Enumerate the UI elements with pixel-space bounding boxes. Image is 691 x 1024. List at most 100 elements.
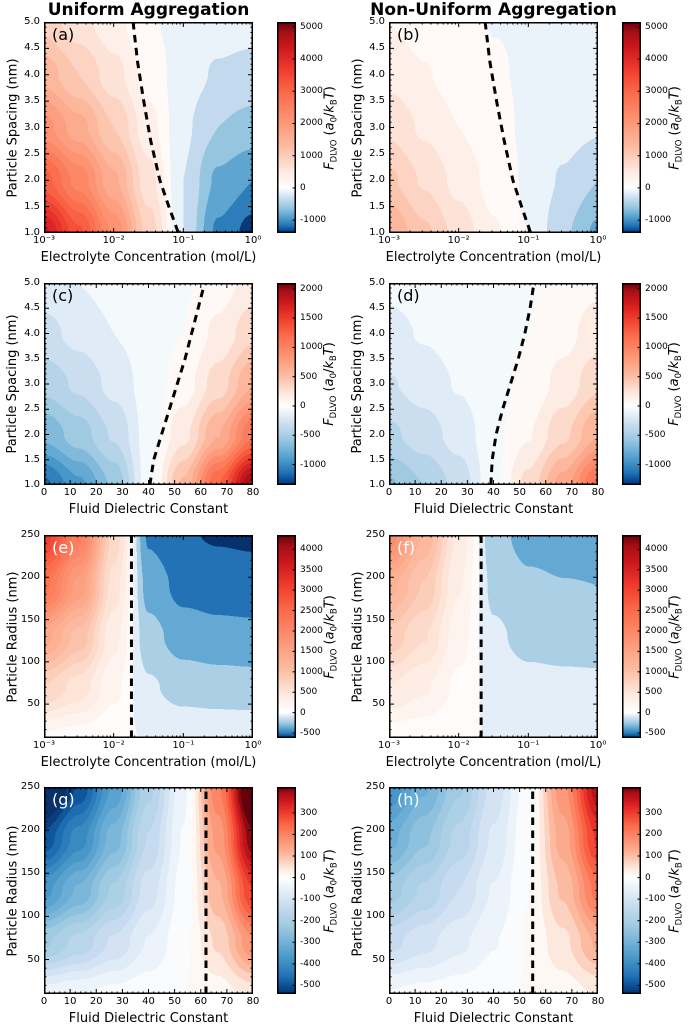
panel-h-x-tick-label: 20 — [434, 996, 448, 1007]
panel-g-x-axis-label: Fluid Dielectric Constant — [68, 1011, 229, 1024]
panel-c-colorbar-canvas — [277, 283, 296, 485]
panel-b-letter: (b) — [397, 25, 420, 44]
panel-e-y-tick-label: 50 — [27, 698, 40, 710]
panel-b-colorbar-tick-label: 1000 — [645, 150, 668, 161]
colorbar-label-italic-segment: F — [667, 161, 682, 170]
panel-c-colorbar-tick-label: 0 — [300, 400, 306, 411]
panel-a-x-tick-label: 10⁰ — [244, 235, 262, 246]
panel-f-y-tick-label: 50 — [372, 698, 385, 710]
panel-a-y-tick-label: 4.0 — [24, 68, 40, 80]
panel-f-x-tick-label: 10⁻¹ — [517, 740, 540, 751]
panel-g-colorbar-tick-label: -400 — [300, 958, 321, 969]
colorbar-label-italic-segment: F — [667, 924, 682, 933]
panel-h-heatmap-canvas — [389, 787, 598, 994]
colorbar-label-subscript-segment: 0 — [329, 625, 339, 631]
column-title-nonuniform: Non-Uniform Aggregation — [370, 0, 617, 20]
panel-f-colorbar-label: FDLVO (a0/kBT) — [667, 535, 684, 738]
panel-c-colorbar-label: FDLVO (a0/kBT) — [322, 283, 339, 485]
panel-c-x-tick-label: 70 — [220, 487, 234, 498]
colorbar-label-italic-segment: F — [322, 924, 337, 933]
colorbar-label-text-segment: ( — [322, 638, 337, 649]
panel-a-colorbar-tick-label: 5000 — [300, 21, 323, 32]
panel-b-colorbar-tick-label: -1000 — [645, 215, 672, 226]
panel-b-colorbar-tick-label: 0 — [645, 182, 651, 193]
panel-g-heatmap-canvas — [44, 787, 253, 994]
panel-f-colorbar-tick-label: -500 — [645, 728, 666, 739]
panel-d-x-axis-label: Fluid Dielectric Constant — [413, 502, 574, 517]
panel-g-colorbar-canvas — [277, 787, 296, 994]
colorbar-label-text-segment: / — [667, 368, 682, 373]
panel-d-y-tick-label: 3.0 — [369, 378, 385, 389]
panel-b-x-tick-label: 10⁻¹ — [517, 235, 540, 246]
panel-g-y-tick-label: 50 — [27, 953, 40, 965]
colorbar-label-subscript-segment: DLVO — [329, 648, 339, 671]
panel-c-x-tick-label: 80 — [246, 487, 260, 498]
panel-d-x-tick-label: 0 — [385, 487, 393, 498]
colorbar-label-text-segment: ) — [322, 594, 337, 600]
panel-g-colorbar-tick-label: 300 — [300, 807, 318, 818]
panel-d-colorbar-tick-label: -500 — [645, 430, 666, 441]
panel-d-colorbar-canvas — [622, 283, 641, 485]
panel-h-colorbar-tick-label: -200 — [645, 915, 666, 926]
panel-e-colorbar-tick-label: 3500 — [300, 564, 323, 575]
panel-a-colorbar-canvas — [277, 22, 296, 233]
colorbar-label-subscript-segment: DLVO — [329, 395, 339, 419]
panel-g-x-tick-label: 70 — [220, 996, 234, 1007]
panel-e-y-tick-label: 250 — [20, 529, 40, 540]
panel-h-x-tick-label: 40 — [487, 996, 500, 1007]
colorbar-label-text-segment: / — [322, 621, 337, 626]
colorbar-label-italic-segment: a — [322, 378, 337, 387]
colorbar-label-text-segment: / — [667, 621, 682, 626]
colorbar-label-text-segment: ) — [322, 85, 337, 91]
panel-b-colorbar-tick-label: 5000 — [645, 21, 668, 32]
panel-g-colorbar-tick-label: -200 — [300, 915, 321, 926]
panel-b-y-tick-label: 5.0 — [369, 16, 385, 27]
colorbar-label-italic-segment: k — [667, 613, 682, 622]
panel-g-x-tick-label: 10 — [63, 996, 77, 1007]
panel-e-colorbar-tick-label: 0 — [300, 707, 306, 718]
panel-e-colorbar-tick-label: -500 — [300, 728, 321, 739]
panel-g-colorbar-tick-label: -500 — [300, 980, 321, 991]
panel-b-colorbar-canvas — [622, 22, 641, 233]
colorbar-label-subscript-segment: B — [674, 98, 684, 105]
panel-f-colorbar-tick-label: 1000 — [645, 666, 668, 677]
panel-g-y-tick-label: 250 — [20, 781, 40, 792]
panel-g-x-tick-label: 30 — [116, 996, 129, 1007]
panel-c-y-tick-label: 3.0 — [24, 378, 40, 389]
panel-d-colorbar-label: FDLVO (a0/kBT) — [667, 283, 684, 485]
panel-b-colorbar-tick-label: 4000 — [645, 54, 668, 65]
panel-c-x-tick-label: 0 — [40, 487, 48, 498]
panel-h-colorbar-tick-label: 300 — [645, 807, 663, 818]
panel-c-y-tick-label: 2.5 — [24, 403, 40, 415]
panel-a-letter: (a) — [52, 25, 75, 44]
panel-a-colorbar-label: FDLVO (a0/kBT) — [322, 22, 339, 233]
panel-g-x-tick-label: 0 — [40, 996, 48, 1007]
panel-e-colorbar-canvas — [277, 535, 296, 738]
panel-h-x-tick-label: 80 — [591, 996, 605, 1007]
panel-h-y-tick-label: 200 — [365, 824, 385, 836]
panel-h-y-tick-label: 50 — [372, 953, 385, 965]
panel-d-colorbar-tick-label: 0 — [645, 400, 651, 411]
panel-c-x-axis-label: Fluid Dielectric Constant — [68, 502, 229, 517]
colorbar-label-italic-segment: a — [322, 630, 337, 639]
colorbar-label-subscript-segment: 0 — [329, 116, 339, 122]
panel-e-y-axis-label: Particle Radius (nm) — [5, 571, 20, 702]
panel-a-y-tick-label: 4.5 — [24, 42, 40, 54]
panel-a-y-tick-label: 2.5 — [24, 147, 40, 159]
panel-a-y-tick-label: 1.5 — [24, 200, 40, 212]
colorbar-label-text-segment: ) — [322, 342, 337, 348]
panel-a-colorbar-tick-label: 4000 — [300, 54, 323, 65]
colorbar-label-italic-segment: F — [322, 670, 337, 679]
panel-h-colorbar-tick-label: 100 — [645, 851, 663, 861]
panel-e-colorbar-label: FDLVO (a0/kBT) — [322, 535, 339, 738]
colorbar-label-italic-segment: k — [667, 867, 682, 876]
colorbar-label-italic-segment: F — [322, 161, 337, 170]
panel-d-x-tick-label: 50 — [513, 487, 526, 498]
panel-c-y-tick-label: 1.5 — [24, 453, 40, 465]
colorbar-label-text-segment: ( — [322, 129, 337, 140]
panel-h-colorbar-canvas — [622, 787, 641, 994]
colorbar-label-text-segment: ) — [667, 594, 682, 600]
panel-a-y-tick-label: 5.0 — [24, 16, 40, 27]
colorbar-label-text-segment: / — [322, 875, 337, 880]
